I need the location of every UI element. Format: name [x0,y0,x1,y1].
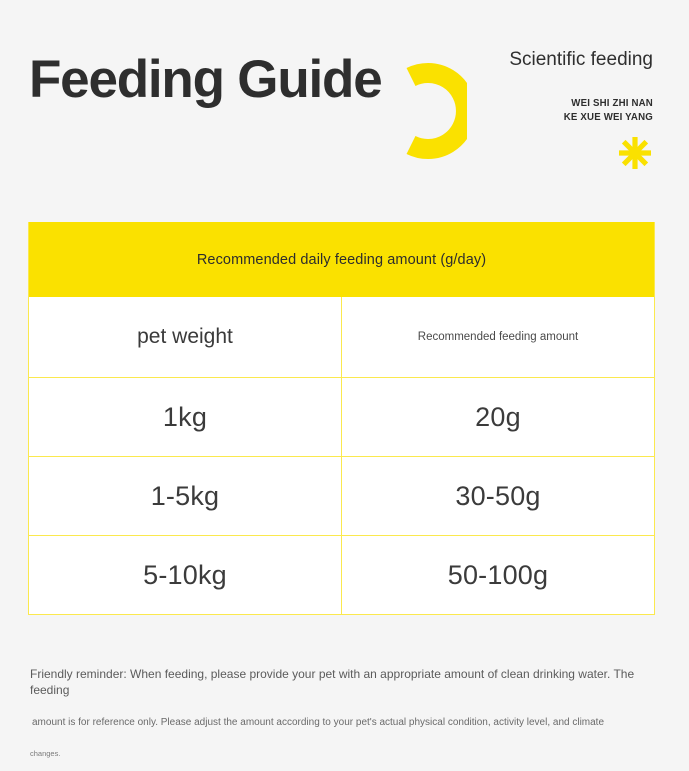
cell-pet-weight: 5-10kg [29,536,342,614]
table-banner: Recommended daily feeding amount (g/day) [29,222,654,297]
footer-line-2: amount is for reference only. Please adj… [32,717,605,728]
table-row: 1kg 20g [29,377,654,456]
column-header-pet-weight: pet weight [29,297,342,377]
table-banner-text: Recommended daily feeding amount (g/day) [196,251,487,268]
header-pinyin: WEI SHI ZHI NAN KE XUE WEI YANG [564,96,653,124]
cell-pet-weight: 1-5kg [29,457,342,535]
feeding-table: Recommended daily feeding amount (g/day)… [28,222,655,615]
sparkle-icon [615,133,655,173]
footer-disclaimer: Friendly reminder: When feeding, please … [30,666,660,759]
table-header-row: pet weight Recommended feeding amount [29,297,654,377]
footer-line-3: changes. [30,749,61,758]
crescent-ring-icon [393,61,476,161]
header-pinyin-line2: KE XUE WEI YANG [563,111,653,123]
cell-feeding-amount: 30-50g [455,480,541,511]
page-title: Feeding Guide [29,50,383,109]
cell-feeding-amount: 20g [475,401,521,432]
header-subtitle: Scientific feeding [509,49,653,70]
header-pinyin-line1: WEI SHI ZHI NAN [571,97,653,109]
cell-feeding-amount: 50-100g [447,559,549,590]
header: Feeding Guide Scientific feeding WEI SHI… [0,0,689,210]
table-row: 5-10kg 50-100g [29,535,654,614]
footer-line-1: Friendly reminder: When feeding, please … [30,667,635,697]
column-header-recommended-amount: Recommended feeding amount [417,331,579,343]
table-row: 1-5kg 30-50g [29,456,654,535]
cell-pet-weight: 1kg [29,378,342,456]
